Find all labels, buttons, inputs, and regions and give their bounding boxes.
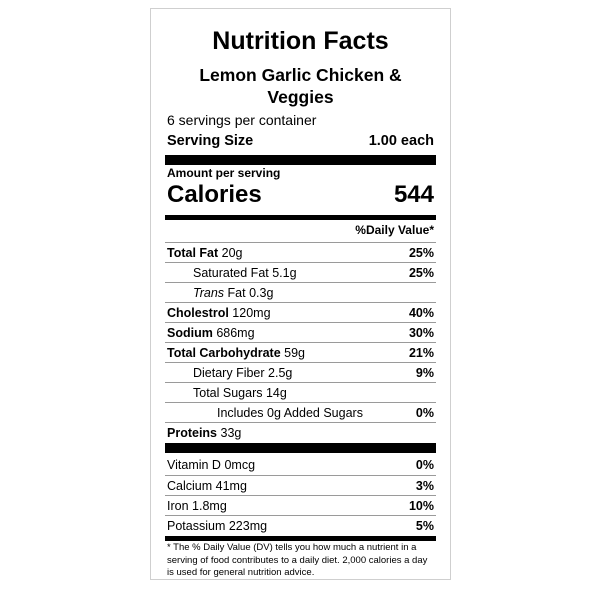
nutrient-name: Trans (193, 285, 225, 300)
nutrient-row-trans-fat: Trans Fat 0.3g (165, 282, 436, 302)
nutrient-row-proteins: Proteins 33g (165, 422, 436, 442)
vitamin-row-calcium: Calcium 41mg 3% (165, 475, 436, 495)
nutrient-name: Dietary Fiber (193, 365, 265, 380)
nutrient-dv: 21% (408, 345, 434, 360)
footnote-divider (165, 536, 436, 541)
serving-size-value: 1.00 each (368, 133, 434, 149)
servings-per-container: 6 servings per container (167, 112, 317, 128)
nutrient-amount: 59g (284, 345, 306, 360)
nutrient-name: Includes 0g Added Sugars (217, 405, 363, 420)
vitamin-name: Potassium (167, 518, 226, 533)
vitamin-name: Iron (167, 498, 189, 513)
nutrient-row-total-fat: Total Fat 20g 25% (165, 242, 436, 262)
nutrient-name: Total Carbohydrate (167, 345, 281, 360)
nutrient-name: Total Fat (167, 245, 219, 260)
nutrient-name: Proteins (167, 425, 218, 440)
vitamin-row-potassium: Potassium 223mg 5% (165, 515, 436, 535)
medium-divider (165, 215, 436, 220)
vitamin-amount: 0mcg (224, 458, 256, 472)
vitamin-row-vitamin-d: Vitamin D 0mcg 0% (165, 455, 436, 475)
nutrient-dv: 9% (415, 365, 434, 380)
amount-per-serving: Amount per serving (167, 166, 281, 180)
nutrient-row-saturated-fat: Saturated Fat 5.1g 25% (165, 262, 436, 282)
vitamin-amount: 41mg (215, 478, 247, 493)
nutrient-dv: 0% (415, 405, 434, 420)
nutrient-dv: 40% (408, 305, 434, 320)
nutrient-amount: 686mg (216, 325, 255, 340)
label-title: Nutrition Facts (212, 27, 389, 55)
daily-value-header: %Daily Value* (355, 223, 434, 237)
vitamin-dv: 10% (408, 498, 434, 513)
vitamin-name: Calcium (167, 478, 213, 493)
nutrient-row-sodium: Sodium 686mg 30% (165, 322, 436, 342)
nutrient-row-total-sugars: Total Sugars 14g (165, 382, 436, 402)
nutrient-amount: 14g (265, 385, 287, 400)
nutrient-dv: 25% (408, 245, 434, 260)
nutrient-amount: 120mg (232, 305, 271, 320)
nutrient-row-dietary-fiber: Dietary Fiber 2.5g 9% (165, 362, 436, 382)
serving-size-label: Serving Size (167, 133, 254, 149)
calories-value: 544 (393, 181, 434, 208)
nutrient-row-cholestrol: Cholestrol 120mg 40% (165, 302, 436, 322)
vitamin-amount: 223mg (228, 518, 268, 533)
vitamin-row-iron: Iron 1.8mg 10% (165, 495, 436, 515)
serving-size-row: Serving Size 1.00 each (167, 133, 434, 149)
calories-label: Calories (167, 181, 262, 208)
nutrient-amount: 33g (220, 425, 242, 440)
nutrient-name: Saturated Fat (193, 265, 269, 280)
thick-divider (165, 155, 436, 165)
daily-value-footnote: * The % Daily Value (DV) tells you how m… (167, 542, 428, 578)
vitamin-dv: 5% (415, 518, 434, 533)
calories-row: Calories 544 (167, 181, 434, 209)
vitamin-name: Vitamin D (167, 458, 221, 472)
vitamin-amount: 1.8mg (192, 498, 227, 513)
nutrient-amount: 2.5g (268, 365, 293, 380)
nutrient-name: Total Sugars (193, 385, 263, 400)
thick-divider-vitamins (165, 443, 436, 453)
nutrition-label: Nutrition Facts Lemon Garlic Chicken & V… (150, 8, 451, 580)
vitamin-dv: 3% (415, 478, 434, 493)
nutrient-amount: 5.1g (272, 265, 297, 280)
vitamin-dv: 0% (415, 458, 434, 472)
nutrient-row-total-carbohydrate: Total Carbohydrate 59g 21% (165, 342, 436, 362)
product-name: Lemon Garlic Chicken & Veggies (199, 65, 402, 107)
nutrient-dv: 30% (408, 325, 434, 340)
nutrient-amount: 0.3g (249, 285, 274, 300)
nutrient-name-suffix: Fat (227, 285, 246, 300)
nutrient-name: Sodium (167, 325, 213, 340)
nutrient-amount: 20g (221, 245, 243, 260)
nutrient-name: Cholestrol (167, 305, 229, 320)
nutrient-row-added-sugars: Includes 0g Added Sugars 0% (165, 402, 436, 422)
nutrient-dv: 25% (408, 265, 434, 280)
